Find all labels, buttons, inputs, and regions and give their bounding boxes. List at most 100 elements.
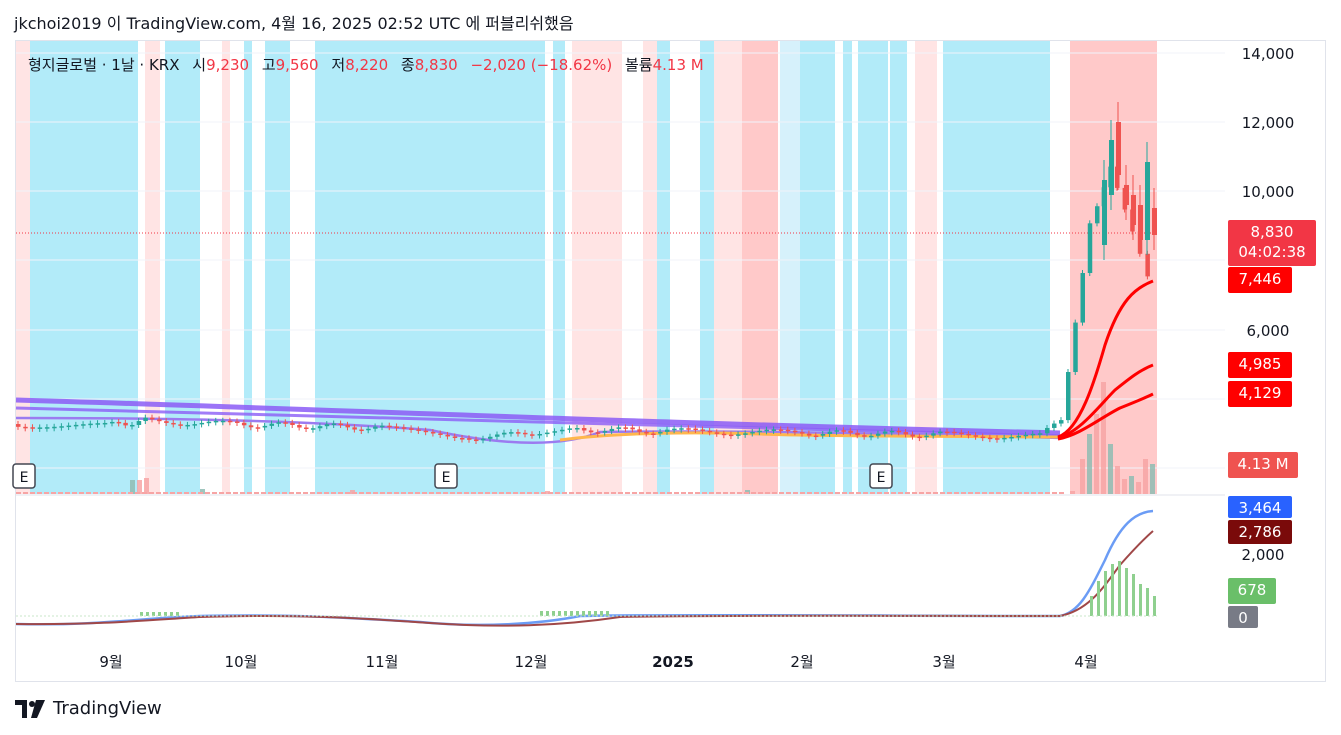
background-band xyxy=(657,41,670,494)
candle-body xyxy=(700,429,706,431)
time-tick: 4월 xyxy=(1074,653,1097,671)
volume-bar xyxy=(121,492,126,494)
volume-bar xyxy=(618,492,623,494)
footer-brand[interactable]: TradingView xyxy=(15,698,162,719)
volume-bar xyxy=(130,480,135,494)
volume-bar xyxy=(170,492,175,494)
candle-body xyxy=(665,429,670,432)
candle-body xyxy=(23,426,28,429)
volume-bar xyxy=(968,492,973,494)
candle-body xyxy=(102,422,108,425)
volume-bar xyxy=(625,492,630,494)
background-band xyxy=(16,41,22,494)
volume-bar xyxy=(1101,382,1106,494)
ma-label-text: 4,129 xyxy=(1239,384,1282,402)
volume-bar xyxy=(982,492,987,494)
volume-bar xyxy=(1115,466,1120,494)
candle-body xyxy=(806,433,812,436)
candle-body xyxy=(862,435,867,437)
ma-label-bg xyxy=(1228,381,1292,407)
candle-body xyxy=(488,436,493,439)
candle-body xyxy=(523,432,528,435)
background-band xyxy=(890,41,907,494)
ma-red-line xyxy=(1057,279,1154,439)
macd-hist-bar xyxy=(552,611,555,616)
candle-body xyxy=(658,431,663,434)
candle-body xyxy=(1138,205,1143,240)
candle-body xyxy=(1145,162,1150,240)
background-band xyxy=(30,41,138,494)
candle-body xyxy=(235,421,240,423)
volume-bar xyxy=(541,492,546,494)
volume-bar xyxy=(205,492,210,494)
candle-body xyxy=(130,424,135,427)
candle-body xyxy=(714,432,720,434)
volume-bar xyxy=(933,492,938,494)
ma-label-bg xyxy=(1228,267,1292,293)
close-value: 8,830 xyxy=(414,56,458,74)
price-tick: 12,000 xyxy=(1242,114,1295,132)
macd-hist-bar xyxy=(546,611,549,616)
candle-body xyxy=(750,432,755,434)
volume-axis-label-text: 4.13 M xyxy=(1237,455,1288,473)
volume-bar xyxy=(891,492,896,494)
volume-bar xyxy=(443,492,448,494)
candle-body xyxy=(276,422,281,424)
candle-body xyxy=(785,429,791,432)
candle-body xyxy=(423,430,429,433)
candle-body xyxy=(52,426,57,429)
candle-body xyxy=(16,424,21,427)
close-label: 종 xyxy=(400,56,415,74)
volume-bar xyxy=(856,492,861,494)
candle-body xyxy=(467,438,472,440)
volume-bar xyxy=(1108,444,1113,494)
volume-bar xyxy=(137,480,142,494)
candle-body xyxy=(896,430,902,433)
macd-hist-bar xyxy=(540,611,543,616)
earnings-marker: E xyxy=(869,463,893,489)
volume-bar xyxy=(317,492,322,494)
volume-bar xyxy=(289,492,294,494)
volume-bar xyxy=(499,492,504,494)
candle-body xyxy=(345,424,350,428)
high-label: 고 xyxy=(261,56,276,74)
candle-body xyxy=(848,430,853,433)
earnings-marker-box xyxy=(869,463,893,489)
candle-body xyxy=(1087,223,1093,274)
macd-hist-bar xyxy=(1090,596,1093,616)
volume-bar xyxy=(667,492,672,494)
volume-bar xyxy=(478,492,483,494)
background-band xyxy=(742,41,778,494)
volume-bar xyxy=(961,492,966,494)
candle-body xyxy=(813,435,819,438)
change-value: −2,020 (−18.62%) xyxy=(470,56,613,74)
macd-hist-bar xyxy=(140,612,143,616)
symbol-name[interactable]: 형지글로벌 · 1날 · KRX xyxy=(28,56,180,74)
candle-body xyxy=(445,434,450,437)
candle-body xyxy=(609,428,615,432)
volume-bar xyxy=(513,492,518,494)
candle-body xyxy=(164,421,169,423)
volume-bar xyxy=(268,492,273,494)
chart-frame[interactable] xyxy=(15,40,1326,682)
volume-bar xyxy=(352,492,357,494)
volume-bar xyxy=(324,492,329,494)
candle-body xyxy=(1095,206,1100,224)
volume-bar xyxy=(583,492,588,494)
volume-bar xyxy=(597,492,602,494)
candle-body xyxy=(227,420,233,423)
brand-name: TradingView xyxy=(53,698,162,719)
macd-hist-bar xyxy=(582,611,585,616)
earnings-marker-label: E xyxy=(877,470,886,486)
last-price-label-bg xyxy=(1228,220,1316,266)
candle-body xyxy=(213,420,219,423)
candle-body xyxy=(575,428,580,430)
volume-bar xyxy=(1150,464,1155,494)
candle-body xyxy=(545,432,550,435)
candle-body xyxy=(995,438,1000,440)
earnings-marker-box xyxy=(12,463,36,489)
volume-bar xyxy=(359,492,364,494)
volume-bar xyxy=(751,492,756,494)
